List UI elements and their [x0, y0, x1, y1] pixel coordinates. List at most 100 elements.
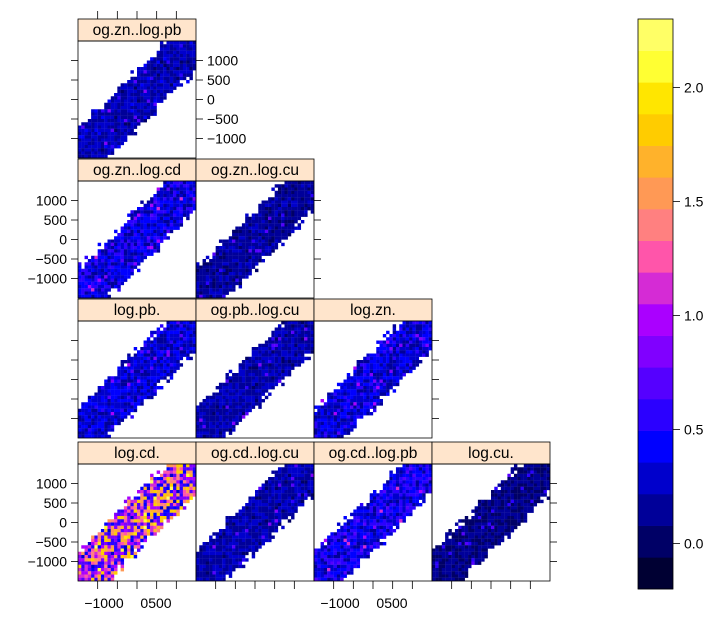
heat-cell	[300, 496, 305, 500]
heat-cell	[320, 577, 324, 582]
heat-cell	[222, 545, 226, 549]
heat-cell	[271, 493, 275, 497]
heat-cell	[373, 353, 377, 357]
heat-cell	[163, 470, 167, 474]
heat-cell	[140, 360, 144, 364]
heat-cell	[104, 399, 108, 403]
heat-cell	[241, 415, 246, 419]
heat-cell	[268, 249, 272, 253]
heat-cell	[166, 509, 170, 513]
heat-cell	[173, 366, 177, 370]
heat-cell	[156, 340, 161, 344]
heat-cell	[382, 529, 387, 533]
heat-cell	[373, 490, 377, 494]
heat-cell	[143, 112, 147, 116]
heat-cell	[146, 373, 151, 377]
heat-cell	[343, 574, 347, 578]
heat-cell	[169, 203, 174, 208]
heat-cell	[330, 535, 334, 539]
heat-cell	[91, 551, 95, 556]
heat-cell	[104, 154, 108, 159]
heat-cell	[107, 415, 111, 419]
heat-cell	[133, 519, 138, 523]
heat-cell	[84, 421, 88, 426]
heat-cell	[150, 493, 154, 497]
heat-cell	[373, 373, 377, 377]
heat-cell	[110, 571, 115, 575]
heat-cell	[222, 548, 226, 552]
heat-cell	[399, 324, 403, 328]
heat-cell	[205, 564, 210, 569]
heat-cell	[107, 148, 111, 152]
heat-cell	[104, 115, 108, 120]
heat-cell	[107, 522, 111, 526]
heat-cell	[248, 229, 252, 234]
heat-cell	[248, 402, 252, 406]
heat-cell	[110, 386, 115, 390]
heat-cell	[222, 255, 226, 260]
heat-cell	[284, 464, 288, 468]
heat-cell	[271, 490, 275, 494]
heat-cell	[284, 203, 288, 208]
heat-cell	[277, 239, 282, 243]
heat-cell	[228, 519, 233, 523]
heat-cell	[340, 561, 344, 565]
heat-cell	[287, 490, 292, 494]
heat-cell	[192, 203, 197, 208]
heat-cell	[284, 506, 288, 510]
heat-cell	[173, 490, 177, 494]
heat-cell	[186, 184, 190, 188]
heat-cell	[373, 363, 377, 367]
heat-cell	[287, 480, 292, 484]
heat-cell	[202, 577, 206, 582]
heat-cell	[323, 551, 328, 556]
heat-cell	[386, 389, 390, 393]
heat-cell	[166, 83, 170, 87]
heat-cell	[81, 138, 85, 142]
heat-cell	[356, 542, 361, 546]
heat-cell	[100, 538, 105, 543]
heat-cell	[100, 428, 105, 432]
heat-cell	[317, 434, 321, 439]
heat-cell	[87, 542, 92, 546]
heat-cell	[333, 389, 338, 393]
heat-cell	[264, 356, 269, 361]
heat-cell	[248, 216, 252, 221]
heat-cell	[127, 268, 131, 273]
heat-cell	[143, 490, 147, 494]
heat-cell	[153, 347, 157, 351]
heat-cell	[241, 408, 246, 413]
heat-cell	[153, 506, 157, 510]
heat-cell	[81, 128, 85, 133]
heat-cell	[271, 197, 275, 201]
heat-cell	[225, 405, 229, 409]
heat-cell	[336, 548, 341, 552]
heat-cell	[225, 252, 229, 256]
heat-cell	[150, 340, 154, 344]
heat-cell	[127, 369, 131, 374]
heat-cell	[97, 242, 102, 247]
heat-cell	[258, 532, 262, 536]
heat-cell	[291, 477, 295, 481]
heat-cell	[94, 421, 98, 426]
heat-cell	[359, 369, 364, 374]
heat-cell	[127, 229, 131, 234]
heat-cell	[104, 141, 108, 146]
heat-cell	[218, 428, 223, 432]
heat-cell	[117, 272, 121, 276]
heat-cell	[186, 483, 190, 487]
heat-cell	[307, 334, 311, 338]
heat-cell	[107, 102, 111, 107]
heat-cell	[255, 499, 259, 504]
heat-cell	[91, 278, 95, 282]
heat-cell	[225, 529, 229, 533]
heat-cell	[130, 226, 134, 230]
heat-cell	[117, 99, 121, 103]
heat-cell	[100, 122, 105, 126]
heat-cell	[130, 555, 134, 559]
strip-label: og.cd..log.pb	[329, 445, 418, 462]
heat-cell	[222, 418, 226, 422]
heat-cell	[274, 483, 279, 487]
heat-cell	[258, 503, 262, 507]
heat-cell	[91, 125, 95, 129]
